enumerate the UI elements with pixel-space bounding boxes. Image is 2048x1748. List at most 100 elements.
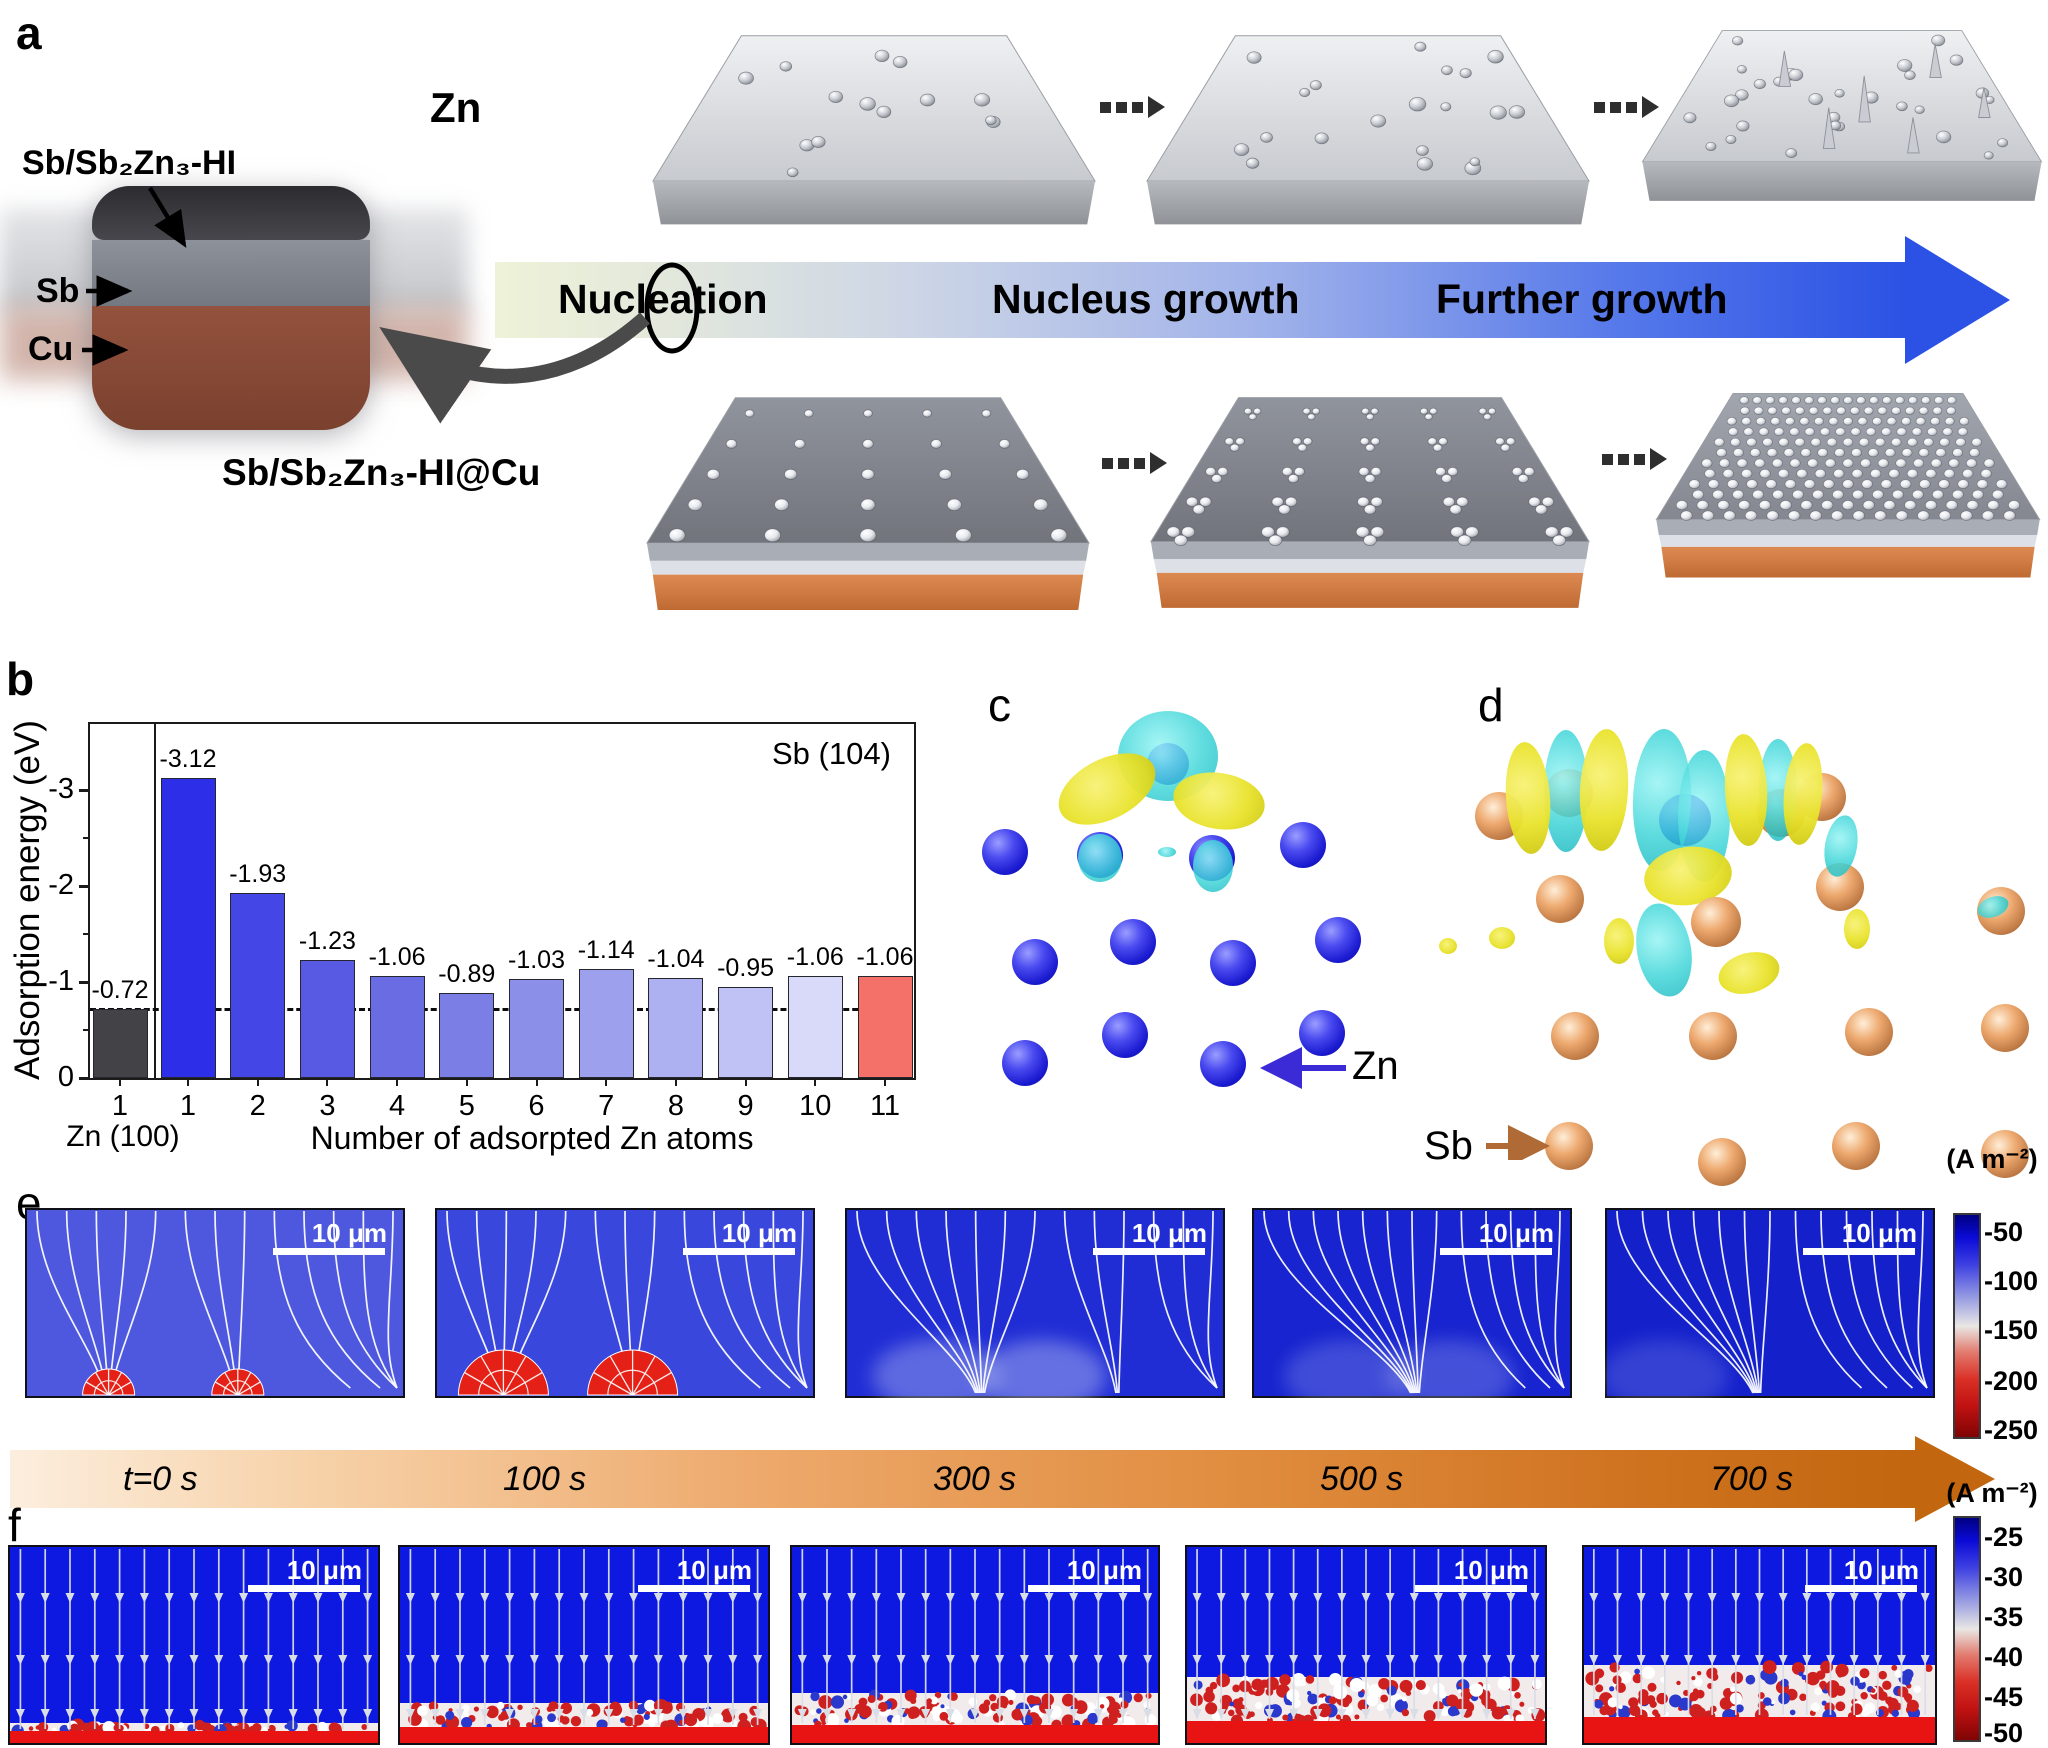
layer-sbzn-hi (92, 186, 370, 240)
x-tick-label-11: 11 (869, 1090, 901, 1122)
y-tick-label: -1 (48, 965, 74, 997)
simulation-f-500s-image: 10 μm (1185, 1545, 1547, 1745)
zn-substrate-growth-image (1146, 35, 1590, 225)
isosurface-lobe-yellow (1439, 938, 1457, 954)
bar-9 (718, 986, 774, 1078)
simulation-e-700s-image: 10 μm (1605, 1208, 1935, 1398)
f-colorbar (1953, 1516, 1981, 1742)
dashed-arrow-square (1618, 453, 1629, 465)
simulation-e-300s-image: 10 μm (845, 1208, 1225, 1398)
sb-atom (1832, 1122, 1880, 1170)
hi-cu-substrate-growth-image (1150, 397, 1590, 608)
x-tick-6 (535, 1078, 538, 1086)
simulation-f-300s-image: 10 μm (790, 1545, 1160, 1745)
dashed-arrow-square (1602, 453, 1613, 465)
bar-value-label-9: -0.95 (717, 953, 775, 982)
bar-8 (648, 978, 704, 1078)
e-colorbar-tick-label: -50 (1984, 1216, 2024, 1247)
y-minor-tick (83, 933, 90, 935)
f-colorbar-tick-label: -50 (1984, 1717, 2024, 1748)
bar-4 (369, 976, 425, 1078)
dashed-arrow-square (1626, 101, 1637, 113)
hi-cu-substrate-uniform-image (1655, 393, 2041, 578)
simulation-f-t0-image: 10 μm (8, 1545, 380, 1745)
bar-value-label-10: -1.06 (786, 943, 844, 972)
sb-atom (1551, 1012, 1599, 1060)
y-tick-label: -2 (48, 869, 74, 901)
e-colorbar-tick-label: -150 (1984, 1314, 2039, 1345)
bar-5 (439, 992, 495, 1078)
stage-label-nucleation: Nucleation (558, 276, 768, 322)
x-tick-label-6: 6 (528, 1090, 545, 1122)
y-minor-tick (83, 1029, 90, 1031)
x-tick-ref (119, 1078, 121, 1086)
zoom-ellipse (644, 262, 700, 354)
scale-bar-label: 10 μm (1844, 1555, 1919, 1585)
x-tick-label-4: 4 (389, 1090, 406, 1122)
zoom-curved-arrow (379, 312, 650, 424)
simulation-f-700s-image: 10 μm (1582, 1545, 1937, 1745)
f-colorbar-tick-label: -30 (1984, 1562, 2024, 1593)
x-tick-label-7: 7 (598, 1090, 615, 1122)
zn-atom-label: Zn (1352, 1044, 1399, 1088)
isosurface-lobe-yellow (1604, 918, 1634, 964)
bar-ref (92, 1008, 148, 1078)
simulation-f-100s-image: 10 μm (398, 1545, 770, 1745)
layer-sb (92, 240, 370, 306)
time-label-500s: 500 s (1320, 1460, 1404, 1498)
layer-cu (92, 306, 370, 430)
scale-bar-label: 10 μm (287, 1555, 362, 1585)
x-tick-4 (396, 1078, 399, 1086)
y-tick (79, 981, 90, 984)
bar-value-label-7: -1.14 (577, 935, 635, 964)
isosurface-lobe-cyan (1078, 834, 1122, 882)
dashed-arrow-square (1116, 101, 1127, 113)
f-colorbar-tick-label: -40 (1984, 1642, 2024, 1673)
bar-value-label-6: -1.03 (508, 946, 565, 975)
bar-1 (160, 778, 216, 1078)
zn-substrate-dendrite-image (1641, 30, 2043, 201)
f-colorbar-tick-label: -35 (1984, 1602, 2024, 1633)
dashed-arrow (1100, 96, 1165, 118)
scale-bar-label: 10 μm (312, 1218, 387, 1248)
scale-bar-label: 10 μm (722, 1218, 797, 1248)
sb-atom (1536, 875, 1584, 923)
dashed-arrow-square (1102, 457, 1113, 469)
dashed-arrow (1594, 96, 1659, 118)
x-tick-8 (674, 1078, 677, 1086)
y-tick (79, 1077, 90, 1080)
sb-atom (1981, 1130, 2029, 1178)
time-label-300s: 300 s (933, 1460, 1017, 1498)
dashed-arrow-head (1642, 96, 1659, 118)
zn-atom (982, 829, 1028, 875)
e-colorbar-tick-label: -100 (1984, 1265, 2039, 1296)
f-colorbar-title: (A m⁻²) (1946, 1478, 2038, 1508)
panel-f-label: f (8, 1499, 21, 1551)
zn-atom (1210, 940, 1256, 986)
x-tick-2 (256, 1078, 259, 1086)
dashed-arrow-head (1650, 448, 1667, 470)
y-tick (79, 789, 90, 792)
simulation-e-100s-image: 10 μm (435, 1208, 815, 1398)
dashed-arrow-head (1150, 452, 1167, 474)
bar-value-label-1: -3.12 (159, 745, 217, 774)
layer-label-cu: Cu (28, 330, 74, 368)
panel-cd-annotations (1260, 1047, 1550, 1160)
x-tick-label-8: 8 (667, 1090, 684, 1122)
sb-atom (1689, 1012, 1737, 1060)
scale-bar-label: 10 μm (1132, 1218, 1207, 1248)
scale-bar-label: 10 μm (1479, 1218, 1554, 1248)
simulation-e-t0-image: 10 μm (25, 1208, 405, 1398)
x-tick-10 (814, 1078, 817, 1086)
x-tick-5 (465, 1078, 468, 1086)
zn-atom (1280, 822, 1326, 868)
sb-atom (1845, 1008, 1893, 1056)
sb-atom (1981, 1004, 2029, 1052)
dashed-arrow-square (1634, 453, 1645, 465)
x-axis-label: Number of adsorpted Zn atoms (310, 1120, 754, 1156)
time-label-100s: 100 s (503, 1460, 587, 1498)
x-tick-label-1: 1 (179, 1090, 197, 1122)
layered-block (92, 186, 370, 430)
substrate-row-label: Sb/Sb₂Zn₃-HI@Cu (222, 452, 541, 493)
x-tick-7 (605, 1078, 608, 1086)
